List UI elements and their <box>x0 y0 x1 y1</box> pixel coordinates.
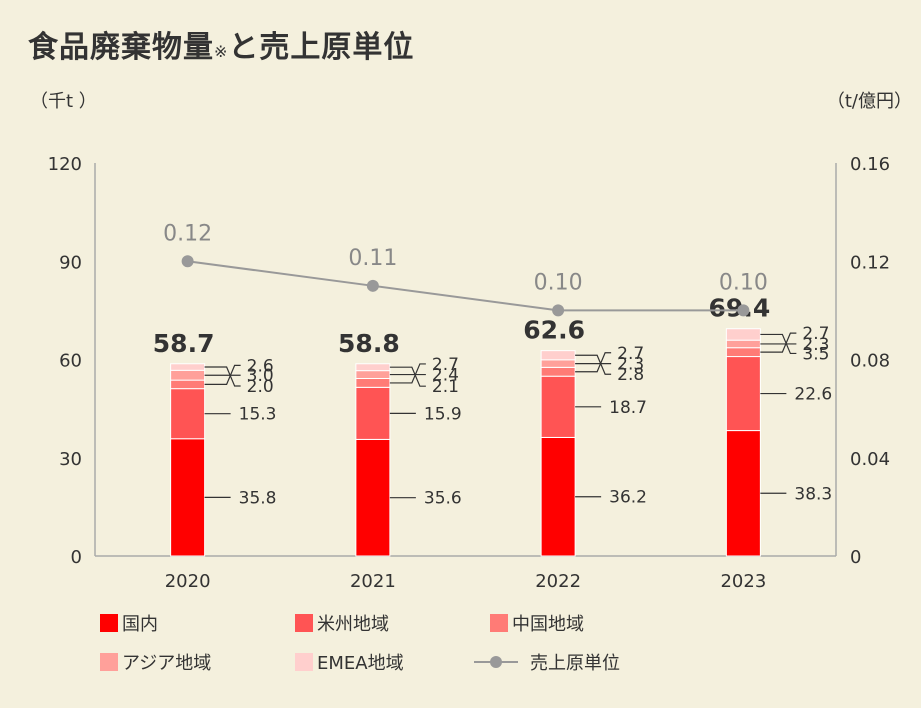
legend-label: 中国地域 <box>512 614 584 635</box>
left-tick-label: 90 <box>59 252 82 273</box>
data-label: 2.3 <box>617 355 644 375</box>
bar-segment <box>725 356 761 432</box>
left-tick-label: 0 <box>71 547 82 568</box>
data-label: 2.7 <box>802 324 829 344</box>
data-label: 2.8 <box>617 365 644 385</box>
bar-segment <box>170 379 206 390</box>
leader-line <box>204 366 241 387</box>
legend-swatch <box>490 614 508 632</box>
bar-segment <box>725 339 761 349</box>
data-label: 3.5 <box>802 344 829 364</box>
left-tick-label: 120 <box>48 154 82 175</box>
chart-title-suffix: と売上原単位 <box>228 30 415 65</box>
line-value-label: 0.10 <box>534 270 583 295</box>
bar-segment <box>355 438 391 557</box>
line-point <box>552 304 565 317</box>
bar-segment <box>725 328 761 341</box>
line-value-label: 0.10 <box>719 270 768 295</box>
data-label: 2.4 <box>432 366 459 386</box>
total-label: 62.6 <box>523 316 585 345</box>
data-label: 15.3 <box>239 405 277 425</box>
right-tick-label: 0.16 <box>850 154 890 175</box>
bar-segment <box>170 363 206 371</box>
bar-segment <box>725 430 761 557</box>
bar-segment <box>540 436 576 557</box>
x-tick-label: 2022 <box>535 571 581 592</box>
unit-line: 0.12 0.11 0.10 0.10 <box>163 221 768 317</box>
data-label: 22.6 <box>794 385 832 405</box>
right-tick-label: 0 <box>850 547 861 568</box>
bar-segment <box>170 388 206 440</box>
legend-label: 国内 <box>122 614 158 635</box>
line-series <box>187 260 744 312</box>
chart-title: 食品廃棄物量※と売上原単位 <box>28 22 414 66</box>
bars <box>170 328 761 557</box>
data-label: 2.7 <box>617 344 644 364</box>
legend-swatch <box>100 653 118 671</box>
legend-label: EMEA地域 <box>317 653 404 674</box>
total-label: 58.7 <box>153 329 215 358</box>
line-point <box>366 279 379 292</box>
axes: 0 30 60 90 120 0 0.04 0.08 0.12 0.16 2020 2021 2022 2… <box>48 154 890 592</box>
right-tick-label: 0.12 <box>850 252 890 273</box>
data-label: 2.6 <box>247 356 274 376</box>
bar-segment <box>355 363 391 372</box>
total-label: 58.8 <box>338 329 400 358</box>
data-labels: 35.815.32.63.02.058.735.615.92.72.42.158… <box>153 294 832 509</box>
legend-swatch <box>100 614 118 632</box>
line-point <box>737 304 750 317</box>
leader-line <box>760 333 797 355</box>
legend-line-marker <box>490 656 502 668</box>
data-label: 15.9 <box>424 404 462 424</box>
data-label: 18.7 <box>609 398 647 418</box>
bar-segment <box>355 377 391 388</box>
x-tick-label: 2020 <box>165 571 211 592</box>
leader-line <box>575 352 612 373</box>
right-tick-label: 0.04 <box>850 449 890 470</box>
line-value-label: 0.12 <box>163 221 212 246</box>
right-axis-unit: （t/億円） <box>827 91 912 112</box>
data-label: 35.6 <box>424 489 462 509</box>
bar-segment <box>540 359 576 368</box>
chart-title-main: 食品廃棄物量 <box>28 30 214 65</box>
leader-line <box>389 366 426 387</box>
legend-label: 米州地域 <box>317 614 389 635</box>
left-axis-unit: （千t ） <box>30 91 97 112</box>
legend-label: アジア地域 <box>122 653 211 674</box>
leader-line <box>389 363 426 384</box>
legend-swatch <box>295 614 313 632</box>
line-value-label: 0.11 <box>348 246 397 271</box>
bar-segment <box>540 366 576 377</box>
x-tick-label: 2023 <box>720 571 766 592</box>
data-label: 2.0 <box>247 377 274 397</box>
data-label: 2.3 <box>802 335 829 355</box>
bar-segment <box>170 438 206 557</box>
bar-segment <box>355 370 391 379</box>
bar-segment <box>725 347 761 358</box>
data-label: 35.8 <box>239 488 277 508</box>
leader-line <box>760 332 797 353</box>
data-label: 36.2 <box>609 488 647 508</box>
right-tick-label: 0.08 <box>850 351 890 372</box>
left-tick-label: 30 <box>59 449 82 470</box>
legend-swatch <box>295 653 313 671</box>
bar-segment <box>540 350 576 361</box>
chart-title-note: ※ <box>214 42 229 61</box>
data-label: 3.0 <box>247 366 274 386</box>
x-tick-label: 2021 <box>350 571 396 592</box>
bar-segment <box>355 386 391 440</box>
bar-segment <box>540 375 576 438</box>
data-label: 2.7 <box>432 355 459 375</box>
line-point <box>181 255 194 268</box>
data-label: 38.3 <box>794 484 832 504</box>
left-tick-label: 60 <box>59 351 82 372</box>
legend-label: 売上原単位 <box>530 653 620 674</box>
leader-line <box>575 354 612 375</box>
data-label: 2.1 <box>432 377 459 397</box>
bar-segment <box>170 369 206 381</box>
